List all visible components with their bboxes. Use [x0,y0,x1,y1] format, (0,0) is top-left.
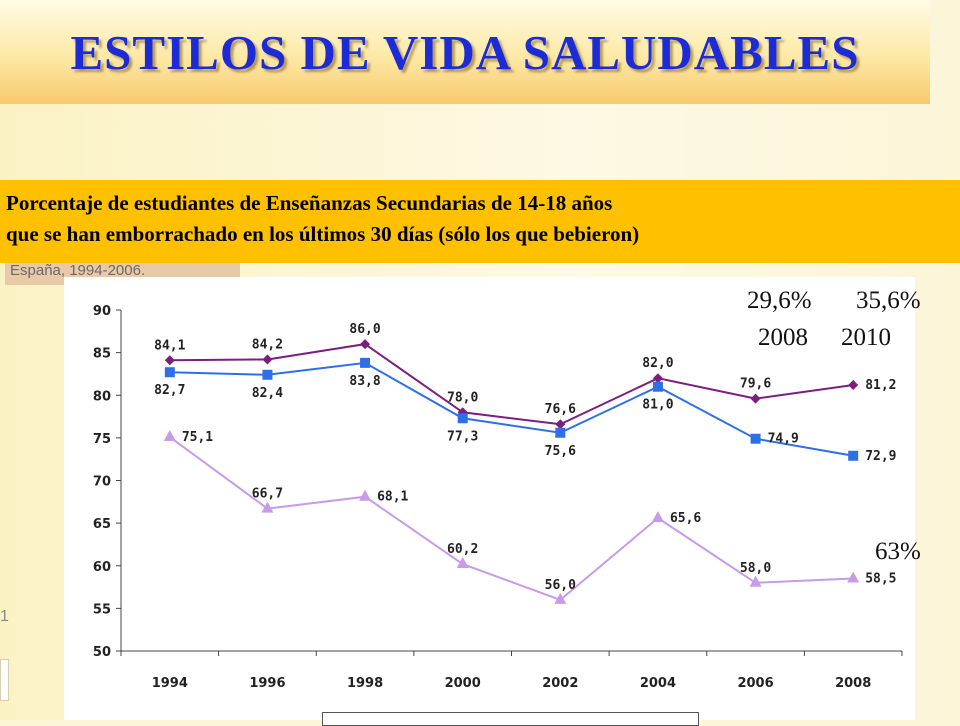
data-label: 84,2 [252,337,283,352]
data-label: 81,0 [642,398,673,413]
data-label: 58,5 [865,572,896,587]
data-point [360,339,371,350]
data-point [262,369,273,380]
left-edge-mark: 1 [0,608,9,625]
x-tick-label: 2004 [640,676,676,691]
data-point [555,419,566,430]
x-tick-label: 1994 [152,676,188,691]
subtitle-box [0,180,960,263]
left-edge-box [0,659,9,701]
y-tick-label: 60 [93,560,111,575]
data-point [750,433,761,444]
data-label: 76,6 [545,402,576,417]
line-chart: 50 55 60 65 70 75 80 85 90 1994 1996 1998 2000 2002 20… [93,304,903,691]
title-banner [0,0,930,104]
data-label: 72,9 [865,449,896,464]
data-point [848,450,859,461]
underlying-caption: España, 1994-2006. [10,262,146,279]
x-tick-label: 1996 [249,676,285,691]
data-label: 79,6 [740,377,771,392]
data-label: 75,6 [545,444,576,459]
data-label: 77,3 [447,429,478,444]
y-tick-label: 85 [93,347,111,362]
legend-box [322,712,699,726]
y-tick-label: 55 [93,602,111,617]
note-year-2008: 2008 [758,324,808,351]
data-label: 78,0 [447,390,478,405]
series-line-2 [169,361,854,457]
data-point [163,430,176,442]
data-label: 74,9 [768,432,799,447]
data-label: 84,1 [154,338,185,353]
x-tick-label: 2002 [542,676,578,691]
y-tick-label: 70 [93,475,111,490]
data-point [164,367,175,378]
data-label: 82,7 [154,383,185,398]
subtitle-line-1: Porcentaje de estudiantes de Enseñanzas … [6,191,613,215]
data-point [261,501,274,513]
data-point [359,489,372,501]
y-tick-label: 75 [93,432,111,447]
data-label: 75,1 [182,430,213,445]
data-point [652,373,663,384]
data-point [554,592,567,604]
data-label: 83,8 [349,374,380,389]
data-point [457,413,468,424]
note-pct-2008: 29,6% [747,287,812,314]
data-point [456,557,469,569]
data-label: 82,0 [642,356,673,371]
data-point [262,354,273,365]
x-tick-label: 2000 [445,676,481,691]
data-label: 56,0 [545,578,576,593]
x-tick-label: 1998 [347,676,383,691]
data-label: 66,7 [252,487,283,502]
data-point [652,381,663,392]
data-label: 86,0 [349,322,380,337]
y-tick-label: 80 [93,389,111,404]
slide-title: ESTILOS DE VIDA SALUDABLES [70,25,860,80]
note-year-2010: 2010 [841,324,891,351]
data-point [750,393,761,404]
x-tick-label: 2008 [835,676,871,691]
note-pct-63: 63% [875,538,921,565]
data-point [848,380,859,391]
data-label: 82,4 [252,386,283,401]
data-label: 65,6 [670,511,701,526]
note-pct-2010: 35,6% [856,287,921,314]
data-label: 68,1 [377,490,408,505]
series-line-3 [169,436,854,601]
chart-panel: 50 55 60 65 70 75 80 85 90 1994 1996 1998 2000 2002 20… [64,277,915,720]
subtitle-line-2: que se han emborrachado en los últimos 3… [6,222,640,246]
y-tick-label: 90 [93,304,111,319]
data-label: 60,2 [447,542,478,557]
data-point [749,575,762,587]
data-point [360,357,371,368]
data-label: 81,2 [865,378,896,393]
chart-subtitle: Porcentaje de estudiantes de Enseñanzas … [6,188,956,250]
y-tick-label: 65 [93,517,111,532]
series-line-1 [169,343,854,426]
data-label: 58,0 [740,561,771,576]
data-point [164,355,175,366]
data-point [651,511,664,523]
x-tick-label: 2006 [737,676,773,691]
data-point [555,427,566,438]
data-point [847,571,860,583]
y-tick-label: 50 [93,645,111,660]
